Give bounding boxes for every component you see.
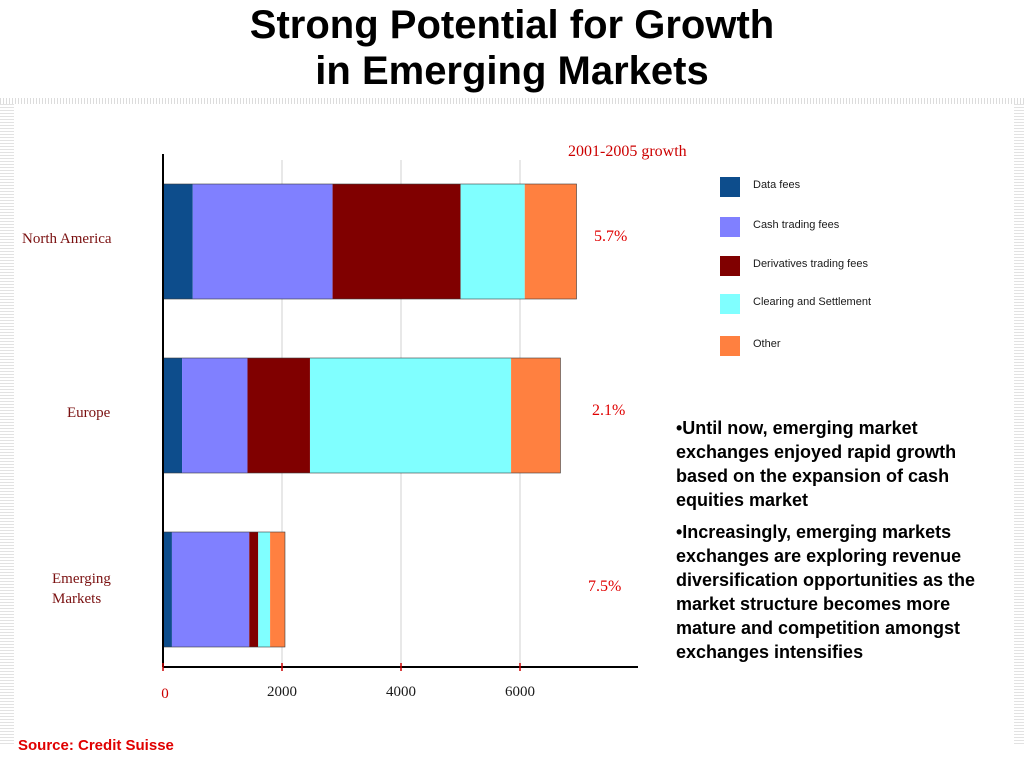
bar-segment bbox=[511, 358, 561, 473]
growth-europe: 2.1% bbox=[592, 402, 626, 419]
x-tick-label: 6000 bbox=[505, 684, 535, 700]
legend-label: Data fees bbox=[753, 179, 801, 191]
bar-segment bbox=[270, 532, 285, 647]
legend-label: Clearing and Settlement bbox=[753, 296, 872, 308]
bar-segment bbox=[258, 532, 271, 647]
bar-segment bbox=[249, 532, 259, 647]
bullet-1: •Until now, emerging market exchanges en… bbox=[676, 418, 957, 510]
legend-swatch bbox=[720, 217, 740, 237]
growth-emerging-markets: 7.5% bbox=[588, 578, 622, 595]
x-tick-label: 4000 bbox=[386, 684, 416, 700]
bar-segment bbox=[309, 358, 512, 473]
bar-segment bbox=[163, 358, 183, 473]
legend-label: Other bbox=[753, 338, 781, 350]
legend-swatch bbox=[720, 256, 740, 276]
legend-swatch bbox=[720, 294, 740, 314]
bar-segment bbox=[163, 184, 193, 299]
left-border bbox=[0, 104, 14, 744]
commentary-bullets: •Until now, emerging market exchanges en… bbox=[676, 416, 1006, 672]
bar-segment bbox=[171, 532, 250, 647]
legend-swatch bbox=[720, 177, 740, 197]
x-tick-label: 2000 bbox=[267, 684, 297, 700]
legend-label: Derivatives trading fees bbox=[753, 258, 868, 270]
bar-segment bbox=[460, 184, 525, 299]
bar-segment bbox=[163, 532, 172, 647]
bullet-2: •Increasingly, emerging markets exchange… bbox=[676, 522, 976, 662]
top-divider bbox=[0, 98, 1024, 104]
category-label-emerging-markets: Emerging Markets bbox=[52, 571, 111, 607]
source-note: Source: Credit Suisse bbox=[18, 737, 174, 754]
category-label-north-america: North America bbox=[22, 231, 112, 247]
bar-segment bbox=[192, 184, 333, 299]
bar-segment bbox=[182, 358, 248, 473]
bar-segment bbox=[332, 184, 461, 299]
growth-heading: 2001-2005 growth bbox=[568, 143, 687, 160]
right-border bbox=[1014, 104, 1024, 744]
title-line-2: in Emerging Markets bbox=[315, 49, 709, 93]
growth-north-america: 5.7% bbox=[594, 228, 628, 245]
bar-segment bbox=[524, 184, 577, 299]
title-line-1: Strong Potential for Growth bbox=[249, 3, 775, 47]
x-tick-label: 0 bbox=[161, 686, 169, 702]
legend-swatch bbox=[720, 336, 740, 356]
category-label-europe: Europe bbox=[67, 405, 111, 421]
page-title: Strong Potential for Growth in Emerging … bbox=[0, 2, 1024, 94]
legend-label: Cash trading fees bbox=[753, 219, 840, 231]
bar-segment bbox=[247, 358, 310, 473]
